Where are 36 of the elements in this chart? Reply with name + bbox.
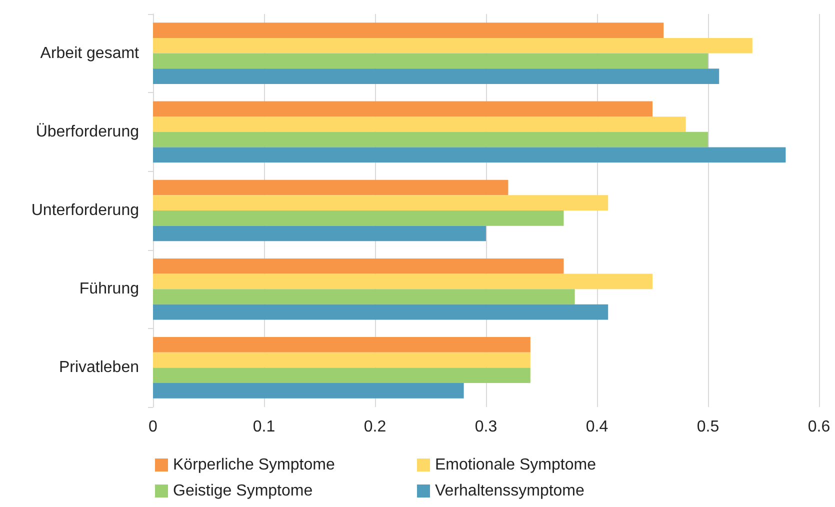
x-tick-label: 0.6 bbox=[808, 418, 830, 436]
bar bbox=[153, 274, 652, 290]
bar bbox=[153, 116, 686, 132]
bar bbox=[153, 68, 720, 84]
bar bbox=[153, 368, 530, 384]
bar bbox=[153, 180, 508, 196]
x-tick-label: 0.5 bbox=[696, 418, 720, 436]
bar bbox=[153, 304, 608, 320]
bar bbox=[153, 53, 708, 69]
y-tick-label: Arbeit gesamt bbox=[40, 44, 140, 62]
legend-label: Körperliche Symptome bbox=[173, 456, 335, 474]
y-tick-label: Überforderung bbox=[36, 122, 139, 140]
x-tick-label: 0.2 bbox=[364, 418, 386, 436]
y-tick-label: Privatleben bbox=[58, 359, 139, 376]
bar bbox=[153, 195, 608, 210]
bar bbox=[153, 289, 575, 304]
x-tick-label: 0.4 bbox=[586, 418, 608, 436]
legend-label: Verhaltenssymptome bbox=[435, 482, 585, 500]
bar bbox=[153, 38, 752, 54]
bar bbox=[153, 147, 786, 163]
bar bbox=[153, 226, 486, 242]
bar bbox=[153, 258, 564, 274]
bar bbox=[153, 337, 530, 352]
bar bbox=[153, 383, 464, 398]
bar bbox=[153, 132, 708, 148]
x-tick-label: 0 bbox=[148, 418, 158, 436]
bar bbox=[153, 22, 664, 38]
bar bbox=[153, 210, 564, 226]
legend-label: Emotionale Symptome bbox=[435, 456, 596, 474]
bar bbox=[153, 101, 652, 117]
y-tick-label: Unterforderung bbox=[31, 202, 139, 219]
y-tick-label: Führung bbox=[79, 280, 139, 298]
legend-label: Geistige Symptome bbox=[173, 482, 313, 500]
x-tick-label: 0.1 bbox=[252, 418, 276, 436]
x-tick-label: 0.3 bbox=[474, 418, 498, 436]
bar bbox=[153, 352, 530, 368]
